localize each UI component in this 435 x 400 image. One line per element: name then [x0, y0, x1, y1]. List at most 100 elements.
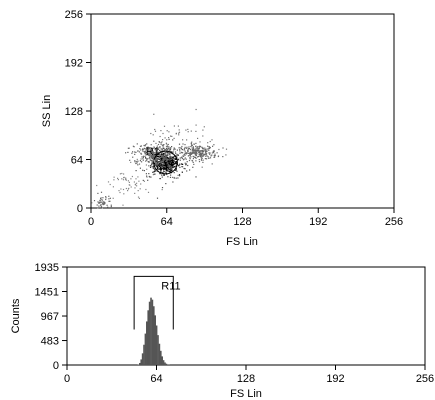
- scatter-point: [176, 170, 178, 172]
- scatter-point: [168, 170, 170, 173]
- scatter-point: [112, 197, 114, 199]
- scatter-point: [160, 143, 162, 145]
- scatter-point: [196, 156, 199, 158]
- scatter-point: [109, 183, 111, 186]
- scatter-point: [156, 164, 158, 166]
- scatter-x-tick-label: 64: [161, 216, 173, 228]
- scatter-point: [188, 159, 191, 162]
- scatter-point: [146, 147, 148, 149]
- scatter-point: [165, 155, 167, 157]
- scatter-point: [169, 148, 172, 151]
- scatter-point: [163, 156, 165, 158]
- scatter-point: [178, 165, 180, 167]
- scatter-point: [113, 176, 115, 178]
- histogram-bar: [141, 353, 144, 365]
- scatter-point: [201, 154, 203, 156]
- scatter-point: [168, 160, 170, 162]
- scatter-point: [153, 171, 155, 173]
- scatter-point: [161, 168, 163, 170]
- scatter-point: [157, 148, 159, 150]
- scatter-point: [151, 156, 153, 158]
- scatter-point: [198, 159, 200, 161]
- scatter-point: [187, 150, 189, 152]
- scatter-point: [146, 176, 148, 178]
- scatter-point: [132, 156, 134, 158]
- scatter-point: [158, 141, 161, 143]
- scatter-point: [181, 156, 183, 158]
- scatter-point: [184, 157, 186, 159]
- scatter-point: [160, 157, 162, 160]
- histogram-bar: [143, 344, 145, 365]
- scatter-point: [181, 166, 183, 168]
- scatter-point: [156, 152, 159, 154]
- scatter-point: [177, 154, 179, 156]
- scatter-point: [134, 192, 136, 194]
- scatter-point: [168, 167, 170, 170]
- scatter-point: [142, 148, 144, 151]
- scatter-point: [205, 152, 207, 154]
- scatter-point: [151, 157, 153, 159]
- scatter-point: [213, 152, 215, 154]
- scatter-point: [170, 164, 172, 166]
- scatter-point: [148, 152, 151, 154]
- scatter-point: [104, 202, 106, 204]
- scatter-point: [174, 158, 176, 160]
- scatter-point: [175, 152, 177, 155]
- scatter-point: [186, 139, 188, 141]
- scatter-point: [141, 149, 143, 151]
- scatter-point: [202, 159, 204, 161]
- scatter-point: [136, 160, 138, 163]
- scatter-point: [184, 150, 186, 152]
- scatter-point: [166, 130, 168, 132]
- scatter-point: [190, 145, 192, 148]
- scatter-point: [154, 149, 156, 151]
- scatter-point: [163, 163, 165, 165]
- scatter-point: [164, 167, 166, 169]
- histogram-bar: [164, 362, 166, 365]
- scatter-point: [185, 153, 188, 155]
- scatter-point: [157, 168, 159, 170]
- scatter-point: [191, 145, 193, 147]
- histogram-bar: [137, 364, 140, 365]
- scatter-point: [103, 201, 105, 203]
- scatter-point: [140, 145, 142, 147]
- scatter-point: [165, 183, 167, 185]
- scatter-point: [182, 163, 184, 165]
- scatter-point: [183, 148, 185, 150]
- scatter-point: [160, 168, 162, 170]
- scatter-x-axis-label: FS Lin: [226, 236, 258, 248]
- scatter-point: [142, 150, 144, 152]
- scatter-point: [156, 168, 158, 171]
- gate-r1-ellipse[interactable]: [153, 150, 178, 175]
- scatter-point: [201, 150, 203, 152]
- scatter-point: [207, 148, 209, 150]
- scatter-point: [181, 157, 183, 160]
- scatter-point: [206, 155, 208, 157]
- region-r11-label: R11: [161, 280, 180, 292]
- scatter-point: [195, 124, 197, 126]
- scatter-point: [172, 166, 174, 168]
- scatter-point: [166, 160, 168, 162]
- scatter-point: [100, 202, 102, 204]
- scatter-point: [162, 164, 164, 166]
- scatter-point: [152, 134, 154, 136]
- scatter-point: [154, 165, 157, 167]
- scatter-point: [193, 163, 195, 165]
- scatter-point: [156, 155, 158, 158]
- region-r11-bracket[interactable]: [133, 275, 174, 330]
- scatter-point: [152, 166, 154, 168]
- scatter-point: [102, 203, 104, 205]
- scatter-point: [213, 155, 215, 157]
- scatter-point: [186, 170, 188, 172]
- scatter-point: [160, 152, 162, 154]
- scatter-point: [179, 159, 181, 161]
- scatter-point: [161, 149, 163, 151]
- scatter-point: [222, 156, 224, 158]
- scatter-point: [152, 158, 155, 160]
- scatter-point: [171, 162, 173, 164]
- scatter-point: [128, 187, 130, 189]
- histogram-x-axis-label: FS Lin: [230, 388, 262, 400]
- histogram-bar: [148, 301, 151, 365]
- scatter-point: [197, 137, 199, 139]
- scatter-point: [200, 156, 202, 158]
